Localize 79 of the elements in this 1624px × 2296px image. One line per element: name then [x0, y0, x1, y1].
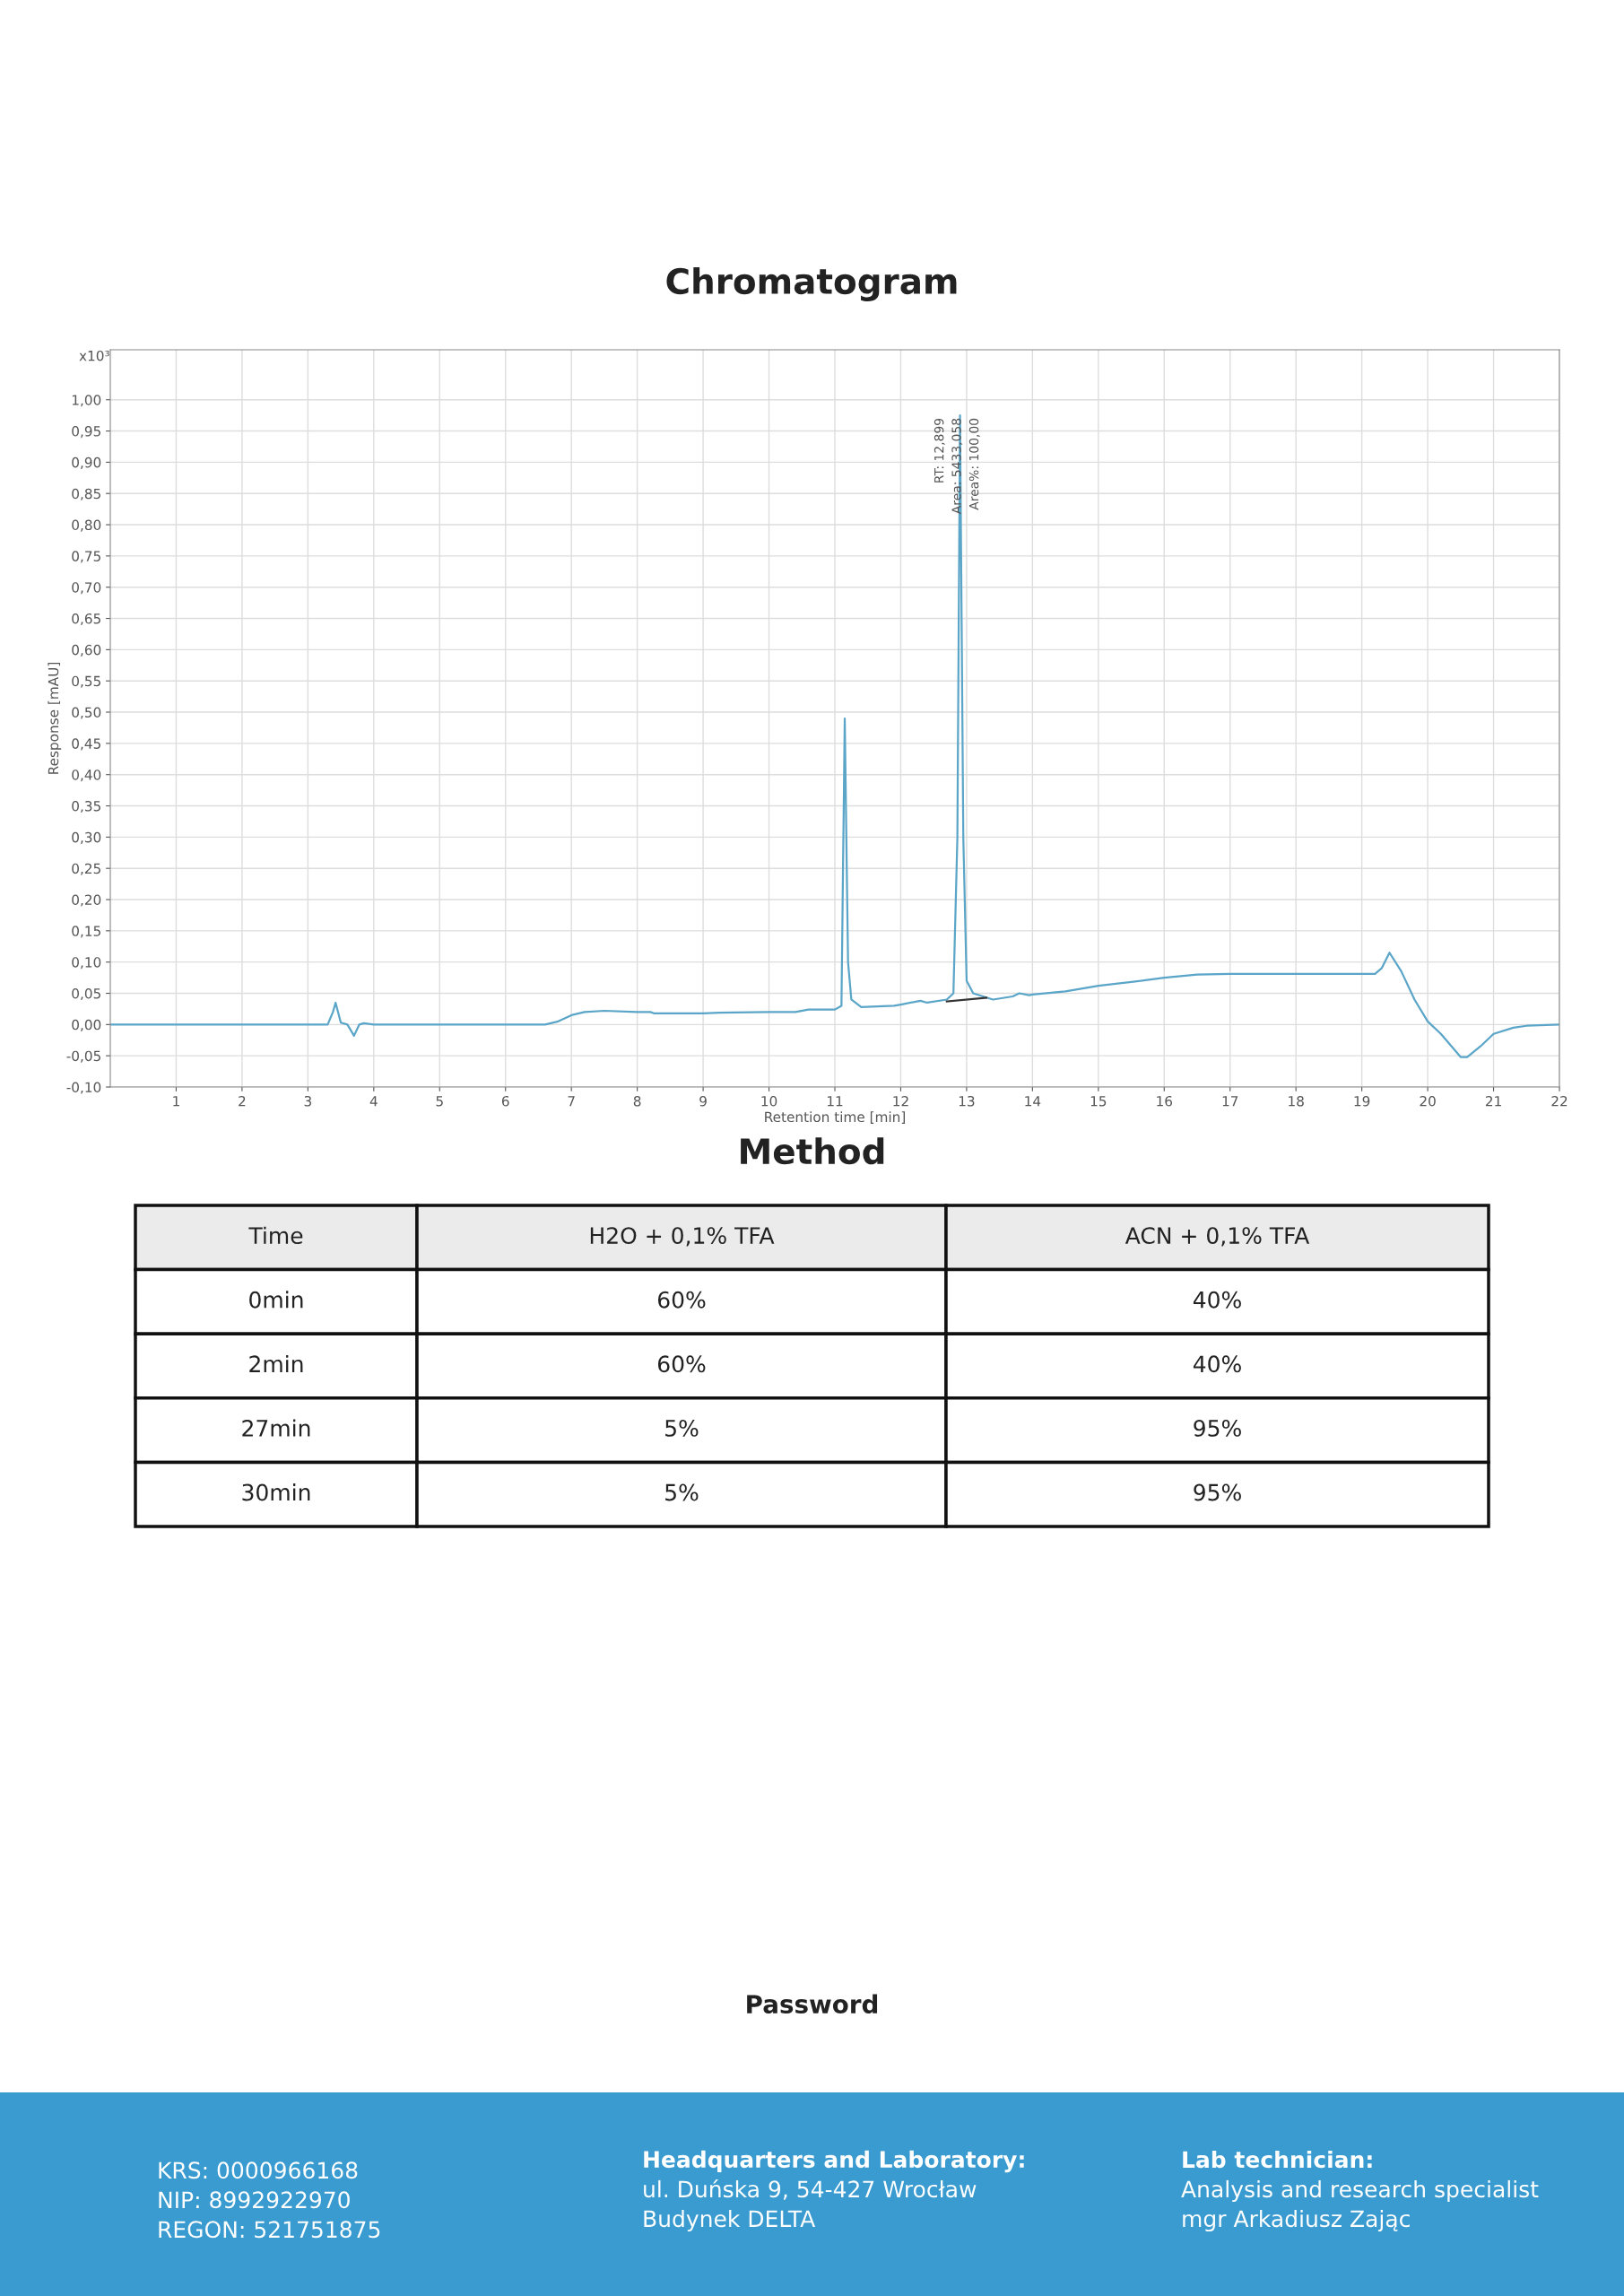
x-tick-label: 4	[369, 1096, 378, 1107]
y-tick-label: 0,45	[72, 738, 100, 751]
line-series	[110, 414, 1559, 1058]
text: 27min	[242, 1419, 310, 1437]
y-tick-label: -0,10	[66, 1082, 101, 1094]
y-tick-label: 0,90	[72, 457, 101, 469]
x-tick-label: 6	[501, 1095, 509, 1107]
x-tick-label: 8	[633, 1095, 641, 1107]
text: Password	[747, 1994, 878, 2014]
x-tick-label: 12	[893, 1095, 908, 1107]
text: ul. Duńska 9, 54-427 Wrocław	[644, 2179, 977, 2200]
text: 2min	[249, 1354, 303, 1372]
y-tick-label: 0,80	[72, 519, 101, 532]
y-tick-label: 0,30	[72, 831, 101, 844]
text: 95%	[1194, 1419, 1241, 1437]
text: 40%	[1193, 1291, 1241, 1309]
x-tick-label: 1	[173, 1096, 179, 1107]
text: x10³	[79, 350, 109, 361]
x-tick-label: 16	[1157, 1095, 1173, 1107]
y-tick-label: 0,15	[72, 926, 100, 938]
x-tick-label: 19	[1354, 1095, 1370, 1107]
y-tick-label: 0,40	[72, 770, 101, 782]
annotation: Area: 5433,058	[951, 418, 963, 515]
text: KRS: 0000966168	[159, 2161, 358, 2179]
y-tick-label: 0,00	[72, 1019, 101, 1031]
x-tick-label: 3	[304, 1095, 311, 1107]
text: Method	[741, 1137, 884, 1165]
x-tick-label: 10	[761, 1095, 777, 1107]
x-tick-label: 22	[1551, 1095, 1568, 1107]
text: 5%	[665, 1483, 699, 1501]
y-tick-label: 0,50	[72, 707, 101, 719]
text: H2O + 0,1% TFA	[590, 1227, 775, 1247]
y-tick-label: 0,35	[72, 800, 100, 813]
text: Time	[248, 1226, 303, 1245]
y-tick-label: 0,95	[72, 426, 100, 439]
x-tick-label: 11	[827, 1096, 843, 1107]
y-tick-label: 0,55	[72, 675, 100, 688]
x-tick-label: 21	[1485, 1095, 1501, 1107]
text: mgr Arkadiusz Zając	[1183, 2209, 1410, 2232]
y-tick-label: 1,00	[72, 395, 101, 407]
y-tick-label: 0,10	[72, 957, 101, 970]
text: 40%	[1193, 1355, 1241, 1373]
x-tick-label: 7	[568, 1096, 575, 1107]
y-axis-title: Response [mAU]	[48, 662, 62, 774]
x-tick-label: 2	[239, 1095, 246, 1107]
text: Lab technician:	[1183, 2150, 1372, 2169]
annotation: Area%: 100,00	[968, 418, 980, 510]
y-tick-label: 0,75	[72, 551, 100, 563]
x-tick-label: 20	[1420, 1095, 1436, 1107]
text: 60%	[657, 1291, 706, 1309]
x-tick-label: 15	[1090, 1096, 1107, 1107]
y-tick-label: 0,65	[72, 613, 100, 626]
x-tick-label: 9	[699, 1095, 707, 1107]
text: 60%	[657, 1355, 706, 1373]
annotation: RT: 12,899	[934, 418, 945, 483]
y-tick-label: 0,70	[72, 582, 101, 595]
text: Budynek DELTA	[644, 2209, 816, 2232]
x-tick-label: 14	[1025, 1096, 1041, 1107]
text: 0min	[249, 1291, 303, 1309]
text: 95%	[1194, 1483, 1241, 1501]
y-tick-label: 0,05	[72, 987, 100, 1001]
text: 5%	[665, 1419, 699, 1437]
x-tick-label: 5	[436, 1096, 443, 1107]
y-tick-label: 0,60	[72, 644, 101, 657]
x-tick-label: 18	[1289, 1095, 1304, 1107]
x-tick-label: 17	[1222, 1096, 1238, 1107]
chart-title: Chromatogram	[666, 267, 957, 301]
y-tick-label: -0,05	[66, 1050, 100, 1063]
text: 30min	[242, 1483, 310, 1501]
text: NIP: 8992922970	[159, 2191, 350, 2209]
x-tick-label: 13	[959, 1095, 975, 1107]
y-tick-label: 0,25	[72, 863, 100, 875]
y-tick-label: 0,20	[72, 894, 101, 907]
text: REGON: 521751875	[159, 2221, 380, 2239]
text: Headquarters and Laboratory:	[644, 2150, 1024, 2173]
y-tick-label: 0,85	[72, 488, 100, 500]
text: Analysis and research specialist	[1181, 2179, 1539, 2203]
x-axis-title: Retention time [min]	[765, 1111, 905, 1124]
text: ACN + 0,1% TFA	[1125, 1227, 1310, 1247]
